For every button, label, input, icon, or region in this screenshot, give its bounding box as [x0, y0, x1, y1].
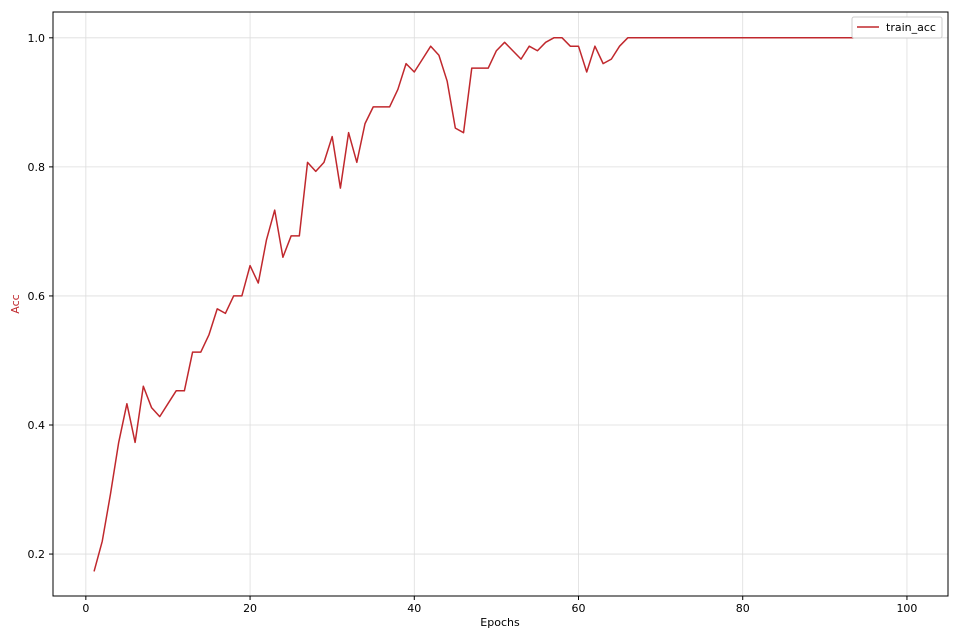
x-axis-ticks: 0 20 40 60 80 100 — [82, 596, 917, 615]
legend: train_acc — [851, 16, 943, 39]
y-tick-label: 0.4 — [28, 419, 46, 432]
y-tick-label: 1.0 — [28, 32, 46, 45]
y-tick-label: 0.8 — [28, 161, 46, 174]
x-tick-label: 20 — [243, 602, 257, 615]
series-line-train-acc — [93, 37, 907, 572]
series-group — [93, 37, 907, 572]
y-tick-label: 0.2 — [28, 548, 46, 561]
grid-lines — [53, 12, 948, 596]
x-tick-label: 40 — [407, 602, 421, 615]
legend-label-train-acc: train_acc — [886, 21, 936, 34]
y-axis-ticks: 0.2 0.4 0.6 0.8 1.0 — [28, 32, 53, 561]
x-tick-label: 0 — [82, 602, 89, 615]
plot-frame — [52, 11, 949, 597]
x-axis-label: Epochs — [480, 616, 520, 629]
x-tick-label: 60 — [572, 602, 586, 615]
legend-box — [851, 16, 943, 39]
y-axis-label: Acc — [9, 294, 22, 313]
x-tick-label: 100 — [896, 602, 917, 615]
x-tick-label: 80 — [736, 602, 750, 615]
y-tick-label: 0.6 — [28, 290, 46, 303]
